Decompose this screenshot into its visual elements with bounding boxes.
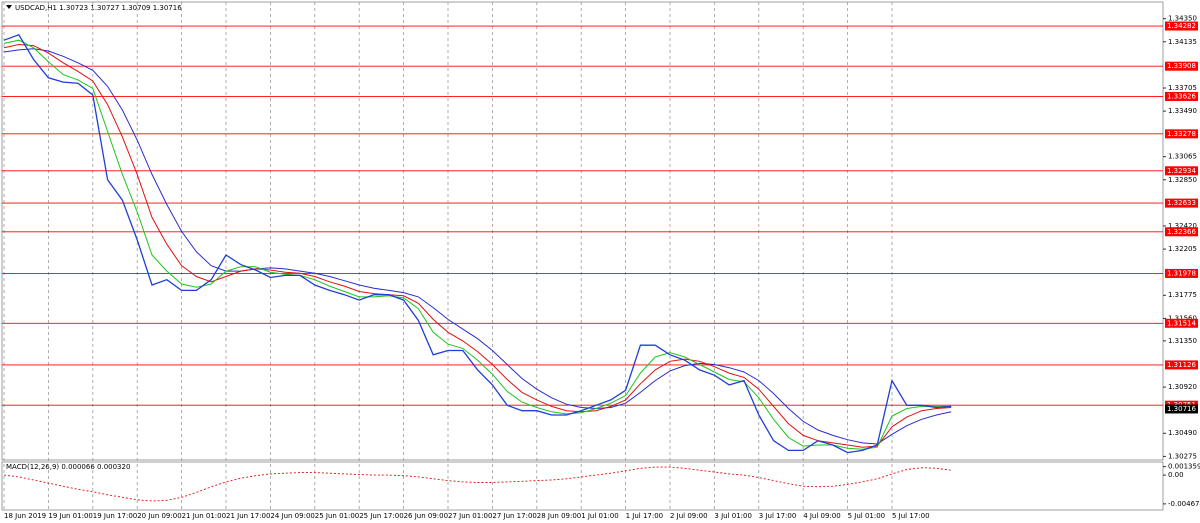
level-label-box [1165, 268, 1198, 278]
level-label-box [1165, 91, 1198, 101]
y-tick-label: 1.30275 [1168, 452, 1197, 460]
x-tick-label: 3 Jul 01:00 [714, 512, 752, 520]
macd-panel [1, 461, 1164, 511]
x-tick-label: 19 Jun 17:00 [93, 512, 137, 520]
level-label: 1.31514 [1167, 319, 1196, 327]
x-tick-label: 20 Jun 09:00 [137, 512, 181, 520]
level-label: 1.33278 [1167, 130, 1196, 138]
y-tick-label: 1.30490 [1168, 429, 1197, 437]
y-tick-label: 1.31350 [1168, 337, 1197, 345]
series-line [3, 34, 952, 454]
x-tick-label: 27 Jun 01:00 [448, 512, 492, 520]
level-label-box [1165, 21, 1198, 31]
y2-tick-label: -0.004674 [1168, 500, 1200, 508]
x-tick-label: 19 Jun 01:00 [48, 512, 92, 520]
x-tick-label: 1 Jul 17:00 [626, 512, 664, 520]
x-tick-label: 18 Jun 2019 [4, 512, 46, 520]
level-label-box [1165, 318, 1198, 328]
x-tick-label: 25 Jun 17:00 [359, 512, 403, 520]
y-tick-label: 1.31775 [1168, 291, 1197, 299]
series-line [3, 48, 952, 445]
y-tick-label: 1.32850 [1168, 176, 1197, 184]
price-label-box [1165, 404, 1198, 414]
x-tick-label: 3 Jul 17:00 [759, 512, 797, 520]
level-label: 1.33908 [1167, 62, 1196, 70]
level-label: 1.31126 [1167, 361, 1196, 369]
x-tick-label: 24 Jun 09:00 [270, 512, 314, 520]
y2-tick-label: 0.00 [1168, 471, 1184, 479]
x-tick-label: 21 Jun 17:00 [226, 512, 270, 520]
x-tick-label: 28 Jun 09:00 [537, 512, 581, 520]
level-label: 1.31978 [1167, 269, 1196, 277]
indicator-label: MACD(12,26,9) 0.000066 0.000320 [6, 463, 130, 471]
level-label-box [1165, 198, 1198, 208]
x-tick-label: 25 Jun 01:00 [315, 512, 359, 520]
series-line [3, 466, 952, 502]
y-tick-label: 1.33065 [1168, 153, 1197, 161]
x-tick-label: 2 Jul 09:00 [670, 512, 708, 520]
y-tick-label: 1.33490 [1168, 107, 1197, 115]
main-panel [1, 1, 1164, 461]
level-label-box [1165, 166, 1198, 176]
level-label-box [1165, 227, 1198, 237]
level-label: 1.32366 [1167, 228, 1196, 236]
level-label: 1.32934 [1167, 167, 1196, 175]
chart-title: USDCAD,H1 1.30723 1.30727 1.30709 1.3071… [15, 4, 182, 12]
y-tick-label: 1.32420 [1168, 222, 1197, 230]
level-label-box [1165, 129, 1198, 139]
y-tick-label: 1.34135 [1168, 38, 1197, 46]
series-line [3, 43, 952, 448]
level-label-box [1165, 360, 1198, 370]
x-tick-label: 27 Jun 17:00 [492, 512, 536, 520]
symbol-arrow [6, 5, 12, 9]
level-label-box [1165, 61, 1198, 71]
x-tick-label: 1 Jul 01:00 [581, 512, 619, 520]
level-label: 1.33626 [1167, 92, 1196, 100]
y-tick-label: 1.33705 [1168, 84, 1197, 92]
x-tick-label: 4 Jul 09:00 [803, 512, 841, 520]
series-line [3, 39, 952, 450]
x-tick-label: 5 Jul 01:00 [848, 512, 886, 520]
level-label: 1.32633 [1167, 199, 1196, 207]
x-tick-label: 5 Jul 17:00 [892, 512, 930, 520]
price-label: 1.30716 [1167, 405, 1196, 413]
y-tick-label: 1.34350 [1168, 15, 1197, 23]
x-tick-label: 21 Jun 01:00 [182, 512, 226, 520]
y-tick-label: 1.32205 [1168, 245, 1197, 253]
y-tick-label: 1.31560 [1168, 314, 1197, 322]
y2-tick-label: 0.001359 [1168, 463, 1200, 471]
level-label: 1.34282 [1167, 22, 1196, 30]
y-tick-label: 1.30920 [1168, 383, 1197, 391]
x-tick-label: 26 Jun 09:00 [404, 512, 448, 520]
